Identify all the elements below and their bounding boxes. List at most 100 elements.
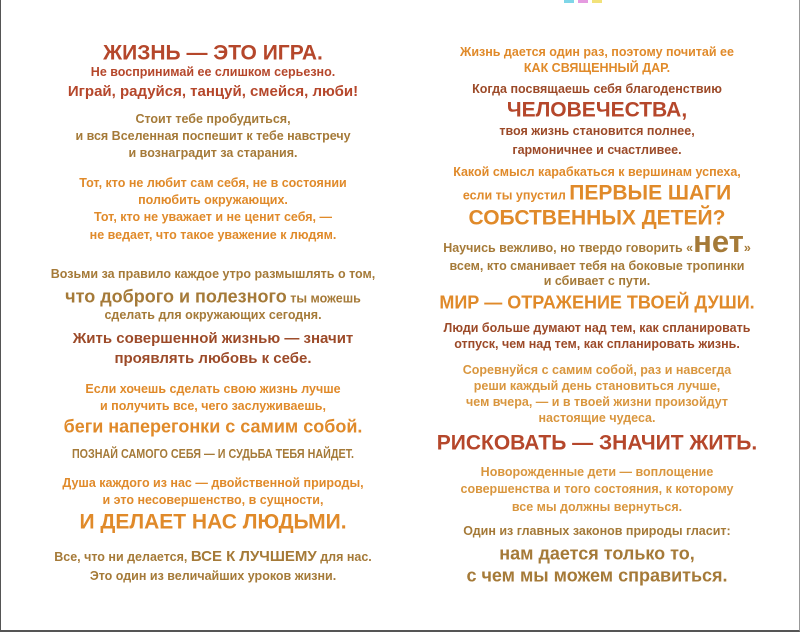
right-quote-line: Соревнуйся с самим собой, раз и навсегда — [405, 362, 789, 378]
left-quote-line: беги наперегонки с самим собой. — [20, 418, 406, 437]
quote-text: с чем мы можем справиться. — [466, 565, 728, 586]
quote-text: КАК СВЯЩЕННЫЙ ДАР. — [523, 61, 671, 75]
left-quote-line: Не воспринимай ее слишком серьезно. — [20, 64, 406, 80]
quote-text: все мы должны вернуться. — [511, 500, 683, 514]
quote-text: Стоит тебе пробудиться, — [135, 112, 291, 126]
quote-text: Играй, радуйся, танцуй, смейся, люби! — [67, 83, 359, 100]
right-quote-line: настоящие чудеса. — [405, 410, 789, 426]
quote-text: » — [743, 241, 751, 255]
right-quote-line: всем, кто сманивает тебя на боковые троп… — [405, 258, 789, 274]
right-quote-line: Когда посвящаешь себя благоденствию — [405, 81, 789, 97]
quote-text: Научись вежливо, но твердо говорить « — [443, 241, 694, 255]
right-quote-line: Жизнь дается один раз, поэтому почитай е… — [405, 44, 789, 60]
right-quote-line: с чем мы можем справиться. — [405, 567, 789, 586]
quote-text: Новорожденные дети — воплощение — [480, 465, 714, 479]
quote-text: настоящие чудеса. — [538, 411, 656, 425]
quote-text: проявлять любовь к себе. — [114, 350, 312, 367]
right-quote-line: РИСКОВАТЬ — ЗНАЧИТ ЖИТЬ. — [405, 433, 789, 454]
left-quote-line: и это несовершенство, в сущности, — [20, 492, 406, 508]
right-quote-line: СОБСТВЕННЫХ ДЕТЕЙ? — [405, 208, 789, 229]
left-quote-line: и получить все, чего заслуживаешь, — [20, 398, 406, 414]
quote-text: и получить все, чего заслуживаешь, — [100, 399, 326, 413]
right-quote-line: все мы должны вернуться. — [405, 499, 789, 515]
left-quote-line: Тот, кто не любит сам себя, не в состоян… — [20, 175, 406, 191]
color-registration-mark — [564, 0, 574, 3]
left-quote-line: Играй, радуйся, танцуй, смейся, люби! — [20, 84, 406, 100]
quote-text: Когда посвящаешь себя благоденствию — [472, 82, 722, 96]
quote-text: беги наперегонки с самим собой. — [63, 416, 363, 437]
right-quote-line: реши каждый день становиться лучше, — [405, 378, 789, 394]
quote-text: нет — [693, 224, 744, 259]
left-quote-line: Тот, кто не уважает и не ценит себя, — — [20, 209, 406, 225]
right-quote-line: Один из главных законов природы гласит: — [405, 523, 789, 539]
left-quote-line: полюбить окружающих. — [20, 192, 406, 208]
quote-text: всем, кто сманивает тебя на боковые троп… — [449, 259, 745, 273]
right-quote-line: ЧЕЛОВЕЧЕСТВА, — [405, 100, 789, 121]
left-quote-line: И ДЕЛАЕТ НАС ЛЮДЬМИ. — [20, 512, 406, 533]
quote-text: Если хочешь сделать свою жизнь лучше — [85, 382, 341, 396]
quote-text: Жить совершенной жизнью — значит — [72, 330, 354, 347]
left-quote-line: ЖИЗНЬ — ЭТО ИГРА. — [20, 43, 406, 64]
quote-text: что доброго и полезного — [65, 286, 287, 307]
left-quote-line: и вся Вселенная поспешит к тебе навстреч… — [20, 128, 406, 144]
left-quote-line: и вознаградит за старания. — [20, 145, 406, 161]
right-quote-line: и сбивает с пути. — [405, 273, 789, 289]
left-quote-line: Это один из величайших уроков жизни. — [20, 568, 406, 584]
quote-text: Душа каждого из нас — двойственной приро… — [62, 476, 364, 490]
quote-text: МИР — ОТРАЖЕНИЕ ТВОЕЙ ДУШИ. — [439, 292, 755, 313]
left-column: ЖИЗНЬ — ЭТО ИГРА. Не воспринимай ее слишк… — [20, 0, 406, 632]
quote-text: не ведает, что такое уважение к людям. — [89, 228, 337, 242]
right-quote-line: отпуск, чем над тем, как спланировать жи… — [405, 336, 789, 352]
right-quote-line: Какой смысл карабкаться к вершинам успех… — [405, 164, 789, 180]
quote-text: Возьми за правило каждое утро размышлять… — [50, 267, 376, 281]
quote-text: СОБСТВЕННЫХ ДЕТЕЙ? — [468, 206, 726, 230]
registration-marks — [564, 0, 602, 3]
right-quote-line: Новорожденные дети — воплощение — [405, 464, 789, 480]
right-quote-line: гармоничнее и счастливее. — [405, 142, 789, 158]
quote-text: Тот, кто не уважает и не ценит себя, — — [93, 210, 332, 224]
quote-text: отпуск, чем над тем, как спланировать жи… — [454, 337, 740, 351]
quote-text: Это один из величайших уроков жизни. — [89, 569, 337, 583]
left-quote-line: проявлять любовь к себе. — [20, 351, 406, 367]
quote-text: Люди больше думают над тем, как спланиро… — [443, 321, 751, 335]
quote-text: чем вчера, — и в твоей жизни произойдут — [466, 395, 728, 409]
quote-text: ЖИЗНЬ — ЭТО ИГРА. — [103, 41, 323, 65]
right-quote-line: МИР — ОТРАЖЕНИЕ ТВОЕЙ ДУШИ. — [405, 294, 789, 313]
quote-text: Все, что ни делается, — [54, 550, 191, 564]
quote-text: ты можешь — [286, 291, 361, 306]
quote-text: и вознаградит за старания. — [128, 146, 298, 160]
right-quote-line: Люди больше думают над тем, как спланиро… — [405, 320, 789, 336]
right-quote-line: чем вчера, — и в твоей жизни произойдут — [405, 394, 789, 410]
quote-text: Какой смысл карабкаться к вершинам успех… — [453, 165, 741, 179]
left-quote-line: Все, что ни делается, ВСЕ К ЛУЧШЕМУ для … — [20, 549, 406, 565]
quote-text: Жизнь дается один раз, поэтому почитай е… — [460, 45, 734, 59]
quote-text: ЧЕЛОВЕЧЕСТВА, — [506, 98, 688, 122]
quote-text: ВСЕ К ЛУЧШЕМУ — [190, 548, 317, 565]
quote-text: И ДЕЛАЕТ НАС ЛЮДЬМИ. — [79, 510, 347, 534]
quote-text: Один из главных законов природы гласит: — [463, 524, 731, 538]
quote-text: и сбивает с пути. — [543, 274, 651, 288]
right-quote-line: нам дается только то, — [405, 545, 789, 564]
left-quote-line: Если хочешь сделать свою жизнь лучше — [20, 381, 406, 397]
right-quote-line: твоя жизнь становится полнее, — [405, 123, 789, 139]
quote-text: и вся Вселенная поспешит к тебе навстреч… — [75, 129, 351, 143]
left-quote-line: сделать для окружающих сегодня. — [20, 307, 406, 323]
quote-text: ПЕРВЫЕ ШАГИ — [569, 181, 732, 205]
left-quote-line: ПОЗНАЙ САМОГО СЕБЯ — И СУДЬБА ТЕБЯ НАЙДЕ… — [20, 446, 406, 462]
quote-text: Тот, кто не любит сам себя, не в состоян… — [79, 176, 347, 190]
right-column: Жизнь дается один раз, поэтому почитай е… — [405, 0, 789, 632]
quote-text: сделать для окружающих сегодня. — [104, 308, 322, 322]
quote-text: твоя жизнь становится полнее, — [499, 124, 695, 138]
left-quote-line: Возьми за правило каждое утро размышлять… — [20, 266, 406, 282]
quote-text: и это несовершенство, в сущности, — [102, 493, 324, 507]
quote-text: совершенства и того состояния, к котором… — [460, 482, 734, 496]
color-registration-mark — [578, 0, 588, 3]
quote-text: Соревнуйся с самим собой, раз и навсегда — [462, 363, 732, 377]
quote-text: полюбить окружающих. — [138, 193, 288, 207]
color-registration-mark — [592, 0, 602, 3]
quote-text: нам дается только то, — [499, 543, 695, 564]
quote-text: ПОЗНАЙ САМОГО СЕБЯ — И СУДЬБА ТЕБЯ НАЙДЕ… — [71, 447, 355, 461]
right-quote-line: совершенства и того состояния, к котором… — [405, 481, 789, 497]
quote-text: гармоничнее и счастливее. — [512, 143, 682, 157]
right-quote-line: КАК СВЯЩЕННЫЙ ДАР. — [405, 60, 789, 76]
